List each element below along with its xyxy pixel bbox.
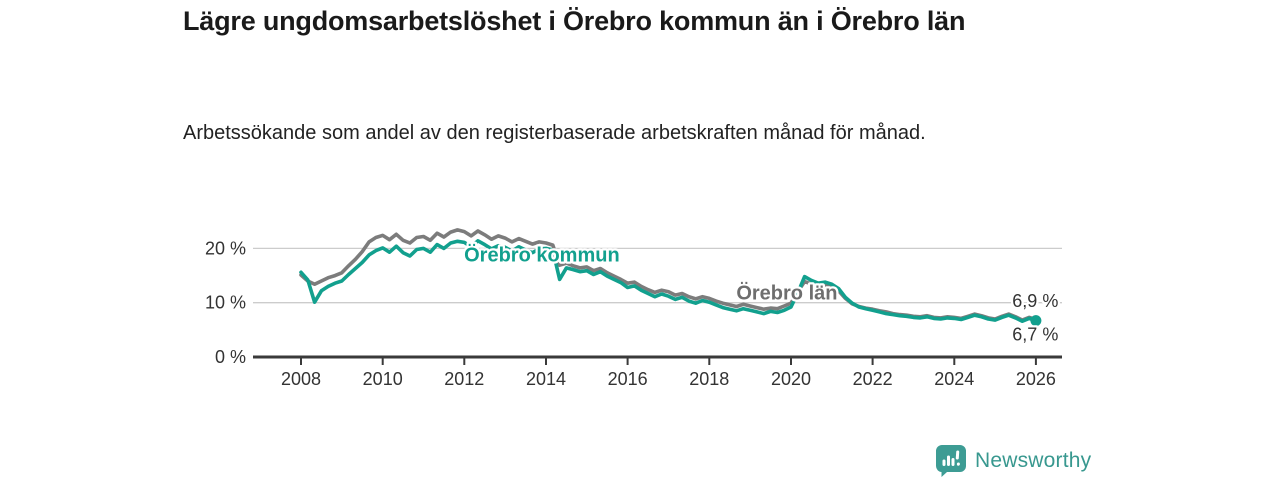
series-label-orebro-kommun: Örebro kommun: [464, 243, 620, 266]
y-tick-label: 10 %: [205, 293, 246, 313]
x-tick-label: 2010: [363, 369, 403, 389]
chart-title: Lägre ungdomsarbetslöshet i Örebro kommu…: [183, 6, 966, 36]
x-tick-label: 2008: [281, 369, 321, 389]
x-tick-label: 2020: [771, 369, 811, 389]
newsworthy-logo-icon: [936, 445, 966, 477]
x-tick-label: 2022: [853, 369, 893, 389]
series-label-orebro-lan: Örebro län: [736, 281, 837, 304]
end-value-label-bottom: 6,7 %: [1012, 324, 1058, 344]
x-tick-label: 2014: [526, 369, 566, 389]
series-end-dot: [1030, 315, 1042, 327]
brand-footer: Newsworthy: [936, 445, 1091, 477]
x-tick-label: 2012: [444, 369, 484, 389]
series-line--rebro-l-n: [299, 228, 1038, 322]
y-tick-label: 0 %: [215, 347, 246, 367]
x-tick-label: 2016: [608, 369, 648, 389]
chart-subtitle: Arbetssökande som andel av den registerb…: [183, 122, 926, 144]
series-line--rebro-kommun: [299, 239, 1038, 324]
x-tick-label: 2018: [689, 369, 729, 389]
end-value-label-top: 6,9 %: [1012, 291, 1058, 311]
brand-name: Newsworthy: [975, 449, 1092, 472]
x-tick-label: 2026: [1016, 369, 1056, 389]
y-tick-label: 20 %: [205, 238, 246, 258]
x-tick-label: 2024: [934, 369, 974, 389]
